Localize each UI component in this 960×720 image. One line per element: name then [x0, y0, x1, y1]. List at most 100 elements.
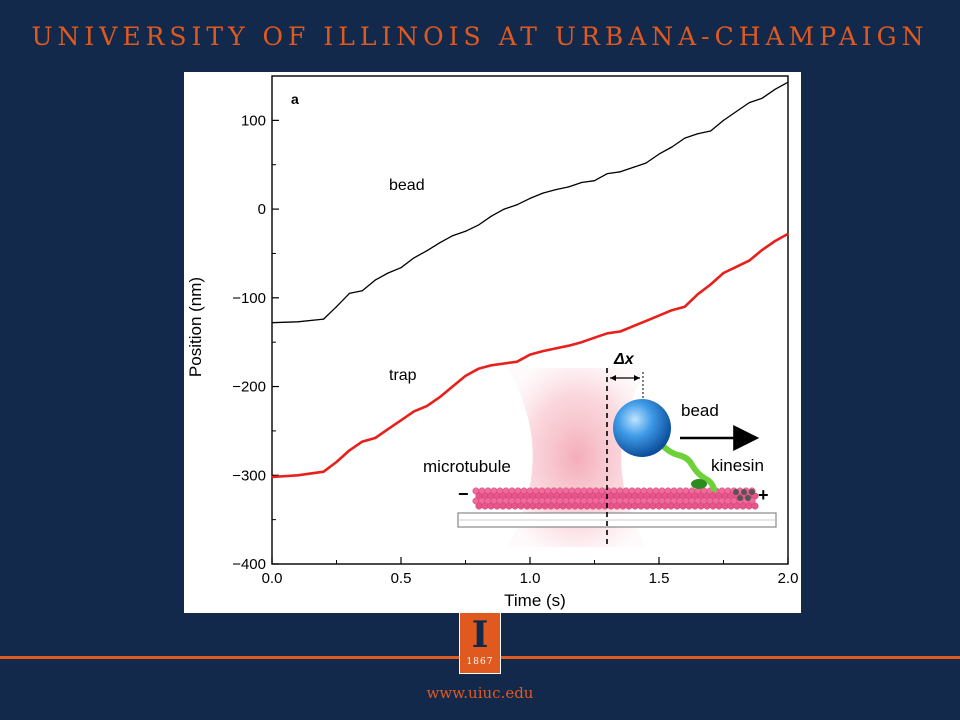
bead-point: [323, 318, 325, 320]
tubulin-subunit: [547, 502, 555, 510]
trap-point: [697, 293, 699, 295]
tubulin-subunit: [739, 502, 747, 510]
bead-point: [361, 290, 363, 292]
bead-point: [452, 235, 454, 237]
tubulin-subunit: [505, 502, 513, 510]
x-tick-label: 2.0: [778, 570, 799, 587]
block-i-icon: I: [471, 614, 489, 656]
inset-kinesin-label: kinesin: [711, 456, 764, 475]
trap-point: [439, 396, 441, 398]
trap-point: [606, 332, 608, 334]
trap-point: [632, 325, 634, 327]
trap-point: [735, 266, 738, 268]
trap-series-label: trap: [389, 367, 417, 384]
x-tick-label: 0.0: [262, 570, 283, 587]
trap-point: [335, 461, 338, 463]
trap-point: [658, 314, 660, 317]
kinesin-head: [691, 479, 707, 489]
bead-point: [619, 171, 621, 173]
tubulin-subunit: [511, 502, 519, 510]
tubulin-subunit: [583, 502, 591, 510]
tubulin-subunit: [493, 502, 501, 510]
inset-illustration: Δx bead kinesin microtubule − +: [423, 351, 777, 547]
tubulin-subunit: [625, 502, 633, 510]
tubulin-subunit: [745, 502, 753, 510]
bead-point: [387, 272, 389, 274]
logo-year: 1867: [466, 657, 494, 667]
bead-point: [413, 257, 415, 259]
tubulin-subunit: [667, 502, 675, 510]
trap-point: [619, 330, 621, 333]
tubulin-subunit: [607, 502, 615, 510]
bead-point: [774, 88, 776, 90]
bead-point: [348, 292, 350, 294]
tubulin-subunit: [559, 502, 567, 510]
microtubule-filament: [472, 487, 759, 510]
tubulin-end-subunit: [737, 495, 743, 501]
tubulin-subunit: [619, 502, 627, 510]
trap-point: [568, 345, 570, 347]
tubulin-subunit: [673, 502, 681, 510]
y-tick-label: −200: [232, 379, 266, 396]
minus-end-label: −: [458, 484, 469, 504]
trap-point: [671, 309, 673, 311]
trap-point: [413, 410, 415, 412]
tubulin-subunit: [541, 502, 549, 510]
trap-point: [722, 272, 725, 274]
trap-point: [348, 449, 350, 452]
tubulin-subunit: [523, 502, 531, 510]
x-tick-label: 1.5: [649, 570, 670, 587]
tubulin-subunit: [691, 502, 699, 510]
bead-point: [658, 153, 660, 155]
tubulin-subunit: [661, 502, 669, 510]
bead-point: [529, 197, 531, 200]
trap-point: [400, 419, 402, 421]
university-logo[interactable]: I 1867: [459, 612, 501, 674]
tubulin-subunit: [553, 502, 561, 510]
bead-point: [697, 133, 699, 135]
tubulin-subunit: [613, 502, 621, 510]
tubulin-subunit: [715, 502, 723, 510]
tubulin-subunit: [637, 502, 645, 510]
bead-point: [684, 137, 686, 139]
trap-point: [774, 240, 776, 242]
trap-point: [323, 471, 325, 473]
figure-panel: 0.0 0.5 1.0 1.5 2.0 −400 −300 −200 −100 0 100 Δx b…: [184, 72, 801, 613]
delta-x-arrowheads: [610, 375, 640, 381]
bead-point: [645, 162, 647, 164]
trap-point: [490, 364, 492, 366]
tubulin-subunit: [517, 502, 525, 510]
trap-point: [529, 354, 531, 356]
trap-point: [748, 259, 750, 262]
trap-point: [477, 368, 479, 370]
tubulin-subunit: [565, 502, 573, 510]
tubulin-subunit: [487, 502, 495, 510]
y-axis-label: Position (nm): [186, 277, 205, 377]
tubulin-subunit: [631, 502, 639, 510]
y-tick-label: −300: [232, 467, 266, 484]
bead-point: [542, 192, 544, 194]
tubulin-subunit: [595, 502, 603, 510]
tubulin-subunit: [703, 502, 711, 510]
trap-point: [581, 341, 583, 343]
tubulin-subunit: [727, 502, 735, 510]
trap-point: [452, 385, 454, 388]
tubulin-subunit: [499, 502, 507, 510]
tubulin-end-subunit: [749, 489, 755, 495]
trap-point: [503, 362, 505, 365]
tubulin-subunit: [685, 502, 693, 510]
trap-point: [710, 283, 712, 286]
plus-end-label: +: [758, 485, 769, 505]
tubulin-subunit: [649, 502, 657, 510]
website-link[interactable]: www.uiuc.edu: [426, 684, 534, 702]
trap-point: [387, 428, 389, 430]
bead-trace: [271, 81, 789, 324]
tubulin-subunit: [577, 502, 585, 510]
trap-point: [516, 361, 518, 363]
trap-point: [464, 375, 467, 377]
y-tick-label: −100: [232, 290, 266, 307]
tubulin-subunit: [481, 502, 489, 510]
x-tick-label: 0.5: [391, 570, 412, 587]
trap-point: [684, 306, 686, 308]
bead-point: [555, 188, 557, 191]
